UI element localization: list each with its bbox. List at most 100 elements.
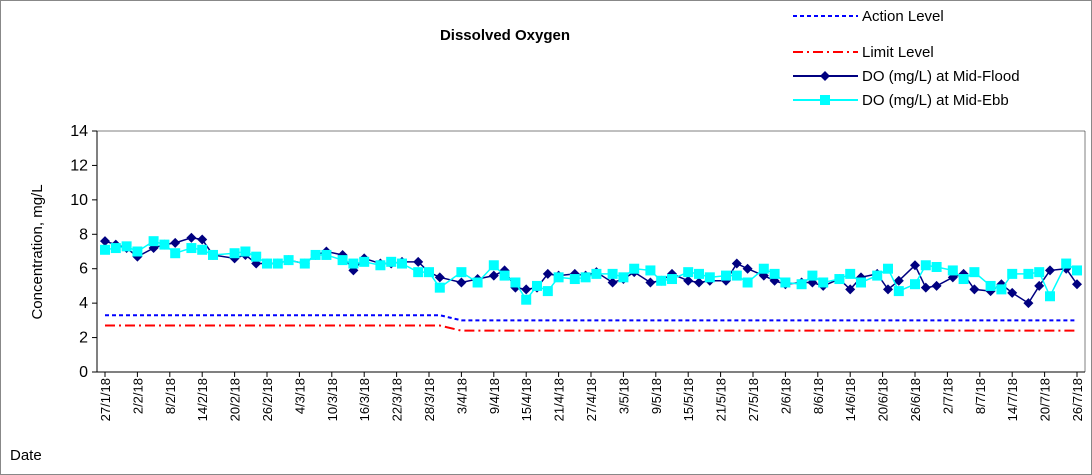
point [148,236,159,247]
point [337,255,348,266]
point [780,277,791,288]
point [456,277,467,288]
y-tick-label: 8 [79,226,88,243]
point [240,246,251,257]
point [910,279,920,290]
point [397,258,407,269]
x-tick-label: 2/7/18 [940,378,955,414]
point [920,282,931,293]
point [262,258,272,269]
x-tick-label: 16/3/18 [357,378,372,421]
point [488,260,499,271]
x-tick-label: 15/4/18 [519,378,534,421]
point [159,239,170,250]
point [834,274,845,285]
point [1072,279,1082,290]
x-tick-label: 26/6/18 [908,378,923,421]
y-tick-label: 10 [70,192,88,209]
point [521,294,532,305]
legend-label: DO (mg/L) at Mid-Ebb [862,92,1009,109]
y-tick-label: 2 [79,330,88,347]
legend-marker [820,71,830,81]
point [229,248,240,259]
legend-label: DO (mg/L) at Mid-Flood [862,68,1020,85]
x-tick-label: 14/6/18 [843,378,858,421]
point [731,258,742,269]
point [807,270,818,281]
y-tick-label: 4 [79,295,88,312]
point [197,234,208,245]
point [969,267,980,278]
point [1034,267,1045,278]
x-tick-label: 27/5/18 [746,378,761,421]
point [580,272,591,283]
x-tick-label: 26/2/18 [260,378,275,421]
x-tick-label: 21/5/18 [714,378,729,421]
point [931,280,942,291]
x-axis-label: Date [10,447,42,464]
y-tick-label: 12 [70,157,88,174]
point [283,255,294,266]
point [656,275,667,286]
point [704,272,715,283]
point [251,251,262,262]
point [542,268,553,279]
point [607,277,618,288]
chart-title: Dissolved Oxygen [440,27,570,44]
point [1045,265,1055,276]
point [197,244,208,255]
point [629,263,640,274]
point [348,258,359,269]
y-tick-label: 6 [79,261,88,278]
series [105,324,1077,332]
point [456,267,467,278]
point [337,249,348,260]
x-tick-label: 4/3/18 [292,378,307,414]
point [958,274,969,285]
point [1007,287,1018,298]
x-tick-label: 10/3/18 [325,378,340,421]
point [321,249,332,260]
point [569,274,580,285]
point [532,280,542,291]
point [186,232,197,243]
point [1045,291,1055,302]
point [100,236,110,247]
point [1023,298,1034,309]
series-line [105,324,1077,332]
point [694,268,704,279]
point [893,286,904,297]
point [1061,258,1072,269]
x-tick-label: 20/7/18 [1038,378,1053,421]
legend-label: Action Level [862,8,944,25]
x-tick-label: 27/1/18 [98,378,113,421]
x-tick-label: 9/4/18 [487,378,502,414]
point [920,260,931,271]
point [645,265,656,276]
point [110,243,121,254]
x-tick-label: 20/6/18 [876,378,891,421]
legend-marker [820,95,830,105]
point [386,256,397,267]
point [472,277,483,288]
y-tick-label: 0 [79,364,88,381]
point [1072,265,1082,276]
x-tick-label: 22/3/18 [390,378,405,421]
point [883,284,893,295]
point [132,246,143,257]
series [100,236,1082,305]
point [299,258,310,269]
point [1023,268,1034,279]
x-tick-label: 3/5/18 [616,378,631,414]
x-tick-label: 20/2/18 [228,378,243,421]
point [731,270,742,281]
point [645,277,656,288]
x-tick-label: 27/4/18 [584,378,599,421]
x-tick-label: 21/4/18 [552,378,567,421]
x-tick-label: 8/7/18 [973,378,988,414]
x-tick-label: 15/5/18 [681,378,696,421]
point [969,284,980,295]
